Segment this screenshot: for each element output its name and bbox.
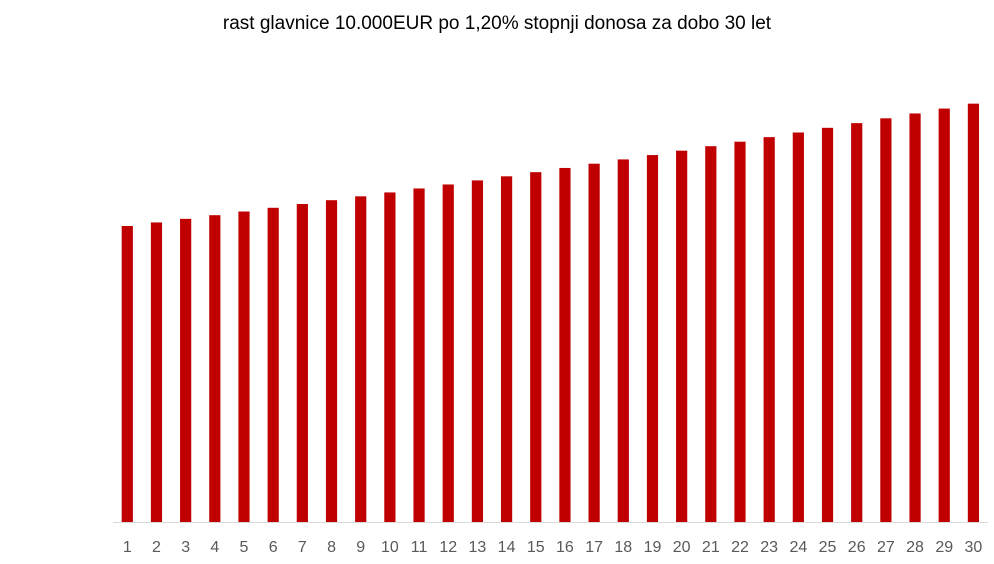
x-tick-label: 3 (181, 539, 190, 556)
x-tick-label: 19 (644, 539, 662, 556)
bar (209, 215, 221, 522)
bar (296, 204, 308, 522)
bar (355, 196, 367, 522)
x-tick-label: 8 (327, 539, 336, 556)
x-tick-label: 30 (965, 539, 983, 556)
x-tick-label: 14 (498, 539, 516, 556)
bar (238, 211, 250, 523)
x-tick-label: 1 (123, 539, 132, 556)
bar (530, 172, 542, 523)
x-tick-label: 21 (702, 539, 720, 556)
bar (792, 132, 804, 522)
bar (500, 176, 513, 523)
x-tick-label: 25 (819, 539, 837, 556)
x-tick-label: 13 (469, 539, 487, 556)
x-tick-label: 15 (527, 539, 545, 556)
bar (851, 123, 863, 523)
bar (413, 188, 425, 522)
x-tick-label: 16 (556, 539, 574, 556)
bar (909, 113, 921, 523)
bar (267, 207, 279, 522)
bar (325, 200, 338, 522)
bar (150, 222, 163, 522)
x-tick-label: 23 (760, 539, 778, 556)
x-tick-label: 7 (298, 539, 307, 556)
x-tick-label: 28 (906, 539, 924, 556)
bar (938, 108, 950, 522)
x-tick-label: 4 (210, 539, 219, 556)
x-tick-label: 24 (789, 539, 807, 556)
bar (559, 167, 571, 522)
x-tick-label: 22 (731, 539, 749, 556)
bar (180, 218, 192, 522)
x-tick-label: 18 (614, 539, 632, 556)
bar (646, 155, 659, 522)
x-tick-label: 12 (439, 539, 457, 556)
x-tick-label: 9 (356, 539, 365, 556)
bar (121, 225, 133, 523)
bar (442, 184, 454, 522)
bar (763, 137, 775, 523)
bar (588, 163, 600, 523)
bar (705, 146, 717, 523)
x-tick-label: 20 (673, 539, 691, 556)
x-tick-label: 26 (848, 539, 866, 556)
x-tick-label: 6 (269, 539, 278, 556)
bar (384, 192, 396, 522)
x-tick-label: 17 (585, 539, 603, 556)
x-tick-label: 29 (935, 539, 953, 556)
x-tick-label: 11 (411, 539, 428, 556)
x-tick-label: 2 (152, 539, 161, 556)
bar (880, 118, 892, 523)
bar (617, 159, 629, 523)
x-tick-label: 5 (240, 539, 249, 556)
chart-title: rast glavnice 10.000EUR po 1,20% stopnji… (223, 13, 772, 34)
bar (821, 127, 834, 523)
x-tick-label: 10 (381, 539, 399, 556)
bar (734, 141, 746, 522)
bar (967, 103, 980, 522)
bar (471, 180, 484, 522)
x-tick-label: 27 (877, 539, 895, 556)
bar (676, 150, 688, 522)
